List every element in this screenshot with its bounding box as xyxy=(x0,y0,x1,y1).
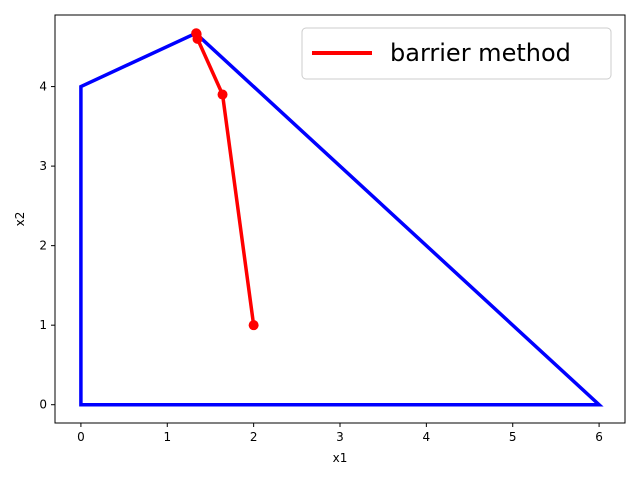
y-axis-label: x2 xyxy=(13,212,27,227)
x-tick-label: 4 xyxy=(423,430,431,444)
data-point-barrier-method xyxy=(217,89,228,100)
data-point-barrier-method xyxy=(248,320,259,331)
x-tick-label: 3 xyxy=(336,430,344,444)
plot-area xyxy=(79,28,604,407)
y-tick-label: 4 xyxy=(39,80,47,94)
x-axis-label: x1 xyxy=(333,451,348,465)
legend-box xyxy=(301,27,612,80)
y-tick-label: 0 xyxy=(39,398,47,412)
legend: barrier method xyxy=(301,27,612,80)
series-line-feasible-region xyxy=(79,31,604,407)
x-tick-label: 2 xyxy=(250,430,258,444)
y-tick-label: 2 xyxy=(39,239,47,253)
x-tick-label: 5 xyxy=(509,430,517,444)
x-tick-label: 6 xyxy=(595,430,603,444)
data-point-barrier-method xyxy=(191,28,202,39)
y-tick-label: 3 xyxy=(39,159,47,173)
x-tick-label: 0 xyxy=(77,430,85,444)
legend-label-barrier-method: barrier method xyxy=(390,39,571,67)
x-tick-label: 1 xyxy=(163,430,171,444)
y-tick-label: 1 xyxy=(39,318,47,332)
axis-ticks: 0 1 2 3 4 5 6 0 1 2 3 4 xyxy=(39,80,603,444)
